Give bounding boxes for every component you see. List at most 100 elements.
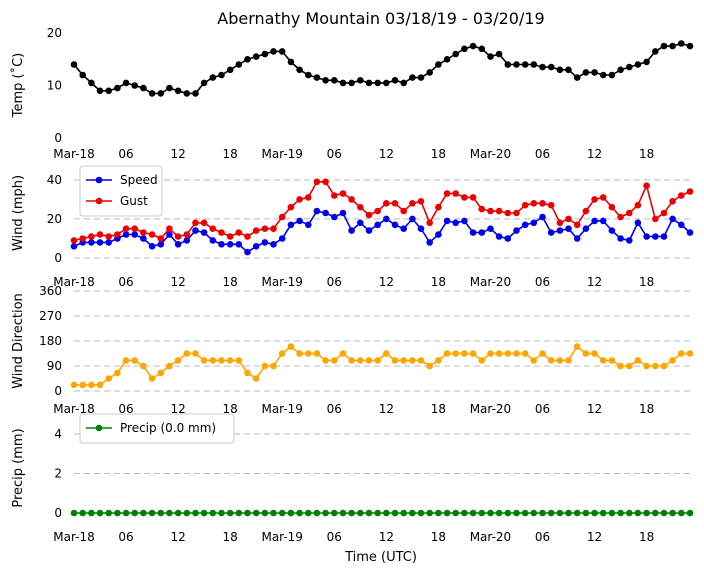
point-precip-precip-0-0-mm-61 [599, 509, 607, 517]
point-wind-speed-29 [322, 209, 329, 217]
legend-label-precip-precip-0-0-mm: Precip (0.0 mm) [120, 421, 216, 435]
point-wind-gust-54 [539, 200, 546, 207]
point-temp-temp-58 [573, 74, 581, 81]
point-wind-speed-30 [331, 213, 338, 221]
point-precip-precip-0-0-mm-8 [140, 509, 147, 517]
point-wind-gust-12 [174, 233, 182, 240]
ytick-direction-180: 180 [39, 334, 62, 348]
point-wind-speed-32 [348, 227, 355, 234]
xtick-temp-60: 12 [587, 147, 602, 161]
point-wind-speed-17 [218, 241, 225, 248]
point-precip-precip-0-0-mm-47 [478, 509, 486, 517]
point-direction-direction-12 [174, 357, 182, 364]
point-direction-direction-19 [235, 357, 243, 364]
point-wind-gust-32 [348, 196, 355, 203]
point-wind-gust-43 [443, 190, 451, 197]
point-temp-temp-62 [608, 71, 616, 79]
xtick-direction-0: Mar-18 [53, 402, 94, 416]
point-direction-direction-40 [417, 357, 425, 364]
point-temp-temp-28 [313, 74, 321, 81]
point-wind-gust-66 [643, 182, 650, 189]
legend-marker-wind-gust [95, 197, 103, 205]
point-precip-precip-0-0-mm-18 [226, 509, 234, 517]
point-temp-temp-55 [547, 63, 555, 71]
point-wind-gust-25 [287, 203, 295, 211]
point-precip-precip-0-0-mm-40 [417, 509, 425, 517]
ytick-precip-0: 0 [54, 506, 62, 520]
point-precip-precip-0-0-mm-33 [357, 509, 364, 517]
xtick-temp-54: 06 [535, 147, 550, 161]
point-wind-speed-15 [200, 229, 208, 236]
point-direction-direction-11 [166, 362, 173, 370]
point-wind-speed-47 [478, 229, 486, 236]
point-precip-precip-0-0-mm-29 [322, 509, 329, 517]
xtick-precip-66: 18 [639, 530, 654, 544]
xtick-precip-36: 12 [379, 530, 394, 544]
series-line-wind-gust [73, 181, 691, 242]
point-wind-speed-68 [660, 233, 668, 240]
point-precip-precip-0-0-mm-52 [521, 509, 529, 517]
point-wind-speed-21 [252, 243, 260, 250]
point-precip-precip-0-0-mm-12 [174, 509, 182, 517]
point-direction-direction-10 [157, 369, 165, 377]
point-direction-direction-55 [547, 357, 555, 364]
xtick-temp-42: 18 [431, 147, 446, 161]
point-wind-speed-38 [400, 225, 408, 232]
point-wind-speed-51 [513, 227, 520, 234]
point-wind-speed-23 [270, 241, 277, 248]
xtick-wind-30: 06 [327, 275, 342, 289]
point-wind-speed-40 [417, 225, 425, 232]
point-direction-direction-48 [487, 350, 494, 357]
point-wind-gust-45 [461, 194, 468, 201]
point-temp-temp-0 [70, 61, 78, 68]
point-wind-gust-26 [296, 196, 303, 203]
point-wind-speed-71 [686, 229, 694, 236]
ytick-temp-0: 0 [54, 131, 62, 145]
point-wind-speed-69 [669, 215, 676, 223]
point-precip-precip-0-0-mm-41 [426, 509, 434, 517]
xtick-direction-18: 18 [223, 402, 238, 416]
ytick-direction-360: 360 [39, 284, 62, 298]
point-temp-temp-70 [678, 40, 685, 47]
point-wind-gust-60 [591, 196, 598, 203]
point-direction-direction-61 [599, 357, 607, 364]
point-wind-gust-49 [495, 207, 503, 215]
point-temp-temp-17 [218, 71, 225, 79]
point-temp-temp-34 [365, 79, 373, 87]
point-wind-gust-53 [530, 200, 538, 207]
legend-box-precip [79, 413, 235, 444]
point-wind-speed-70 [678, 221, 685, 229]
point-temp-temp-25 [287, 58, 295, 66]
point-temp-temp-22 [261, 50, 269, 58]
point-wind-gust-6 [122, 225, 130, 232]
xtick-wind-48: Mar-20 [470, 275, 511, 289]
point-wind-gust-46 [469, 194, 477, 201]
point-precip-precip-0-0-mm-46 [469, 509, 477, 517]
point-temp-temp-36 [383, 79, 390, 87]
point-wind-gust-14 [192, 219, 199, 227]
xtick-wind-18: 18 [223, 275, 238, 289]
point-wind-gust-13 [183, 231, 191, 238]
point-direction-direction-17 [218, 357, 225, 364]
point-wind-gust-62 [608, 203, 616, 211]
point-precip-precip-0-0-mm-35 [374, 509, 382, 517]
point-temp-temp-63 [617, 66, 624, 74]
xtick-precip-0: Mar-18 [53, 530, 94, 544]
point-wind-speed-61 [599, 217, 607, 225]
point-temp-temp-16 [209, 74, 217, 81]
point-wind-speed-35 [374, 221, 382, 229]
point-wind-speed-49 [495, 233, 503, 240]
point-temp-temp-54 [539, 63, 546, 71]
point-temp-temp-48 [487, 53, 494, 60]
point-wind-speed-3 [96, 239, 104, 246]
point-wind-gust-24 [278, 213, 286, 221]
point-precip-precip-0-0-mm-69 [669, 509, 676, 517]
point-wind-speed-4 [105, 239, 112, 246]
point-wind-gust-28 [313, 178, 321, 186]
point-temp-temp-19 [235, 61, 243, 68]
point-precip-precip-0-0-mm-65 [634, 509, 642, 517]
point-wind-speed-24 [278, 235, 286, 242]
point-temp-temp-37 [391, 77, 399, 84]
point-temp-temp-26 [296, 66, 303, 74]
point-direction-direction-6 [122, 357, 130, 364]
